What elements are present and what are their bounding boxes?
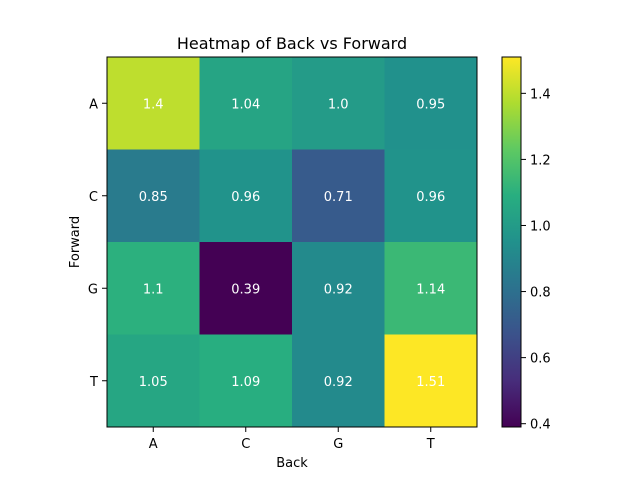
colorbar-tick-label: 1.0 xyxy=(530,219,551,234)
heatmap-cell xyxy=(107,242,200,335)
y-tick-label: C xyxy=(89,190,98,205)
cell-value-label: 0.85 xyxy=(139,190,168,205)
plot-frame xyxy=(106,56,478,428)
cell-value-label: 0.92 xyxy=(324,282,353,297)
y-tick-label: A xyxy=(89,97,98,112)
y-tick-label: G xyxy=(88,282,98,297)
chart-title: Heatmap of Back vs Forward xyxy=(177,34,407,53)
heatmap-cells xyxy=(107,57,478,428)
heatmap-cell xyxy=(384,242,478,335)
cell-value-label: 0.39 xyxy=(231,282,260,297)
heatmap-cell xyxy=(199,242,293,335)
heatmap-cell xyxy=(292,334,385,428)
cell-value-label: 1.1 xyxy=(143,282,164,297)
y-axis-label: Forward xyxy=(68,216,83,268)
colorbar-ticks: 0.4 0.6 0.8 1.0 1.2 1.4 xyxy=(521,87,551,433)
cell-value-label: 1.4 xyxy=(143,97,164,112)
heatmap-cell-labels: 1.4 1.04 1.0 0.95 0.85 0.96 0.71 0.96 1.1 0.39 0.9… xyxy=(139,97,445,390)
colorbar-tick-label: 0.8 xyxy=(530,286,551,301)
cell-value-label: 0.71 xyxy=(324,190,353,205)
colorbar-tick-label: 1.4 xyxy=(530,87,551,102)
cell-value-label: 0.92 xyxy=(324,375,353,390)
colorbar xyxy=(501,56,522,428)
colorbar-tick-label: 0.6 xyxy=(530,352,551,367)
heatmap-cell xyxy=(199,149,293,243)
cell-value-label: 1.05 xyxy=(139,375,168,390)
cell-value-label: 1.51 xyxy=(416,375,445,390)
heatmap-cell xyxy=(292,149,385,243)
colorbar-tick-label: 0.4 xyxy=(530,418,551,433)
y-tick-label: T xyxy=(89,375,98,390)
x-tick-label: A xyxy=(149,437,158,452)
x-tick-label: C xyxy=(241,437,250,452)
heatmap-cell xyxy=(107,149,200,243)
x-tick-label: T xyxy=(426,437,435,452)
y-axis-ticks: A C G T xyxy=(88,97,107,390)
cell-value-label: 1.09 xyxy=(231,375,260,390)
cell-value-label: 0.96 xyxy=(231,190,260,205)
cell-value-label: 1.0 xyxy=(328,97,349,112)
cell-value-label: 0.96 xyxy=(416,190,445,205)
cell-value-label: 0.95 xyxy=(416,97,445,112)
heatmap-cell xyxy=(384,57,478,150)
heatmap-cell xyxy=(107,334,200,428)
x-axis-label: Back xyxy=(276,456,308,471)
x-tick-label: G xyxy=(333,437,343,452)
heatmap-cell xyxy=(384,149,478,243)
heatmap-cell xyxy=(292,242,385,335)
heatmap-cell xyxy=(292,57,385,150)
cell-value-label: 1.14 xyxy=(416,282,445,297)
cell-value-label: 1.04 xyxy=(231,97,260,112)
heatmap-cell xyxy=(199,57,293,150)
heatmap-cell xyxy=(384,334,478,428)
heatmap-cell xyxy=(107,57,200,150)
heatmap-cell xyxy=(199,334,293,428)
colorbar-tick-label: 1.2 xyxy=(530,153,551,168)
